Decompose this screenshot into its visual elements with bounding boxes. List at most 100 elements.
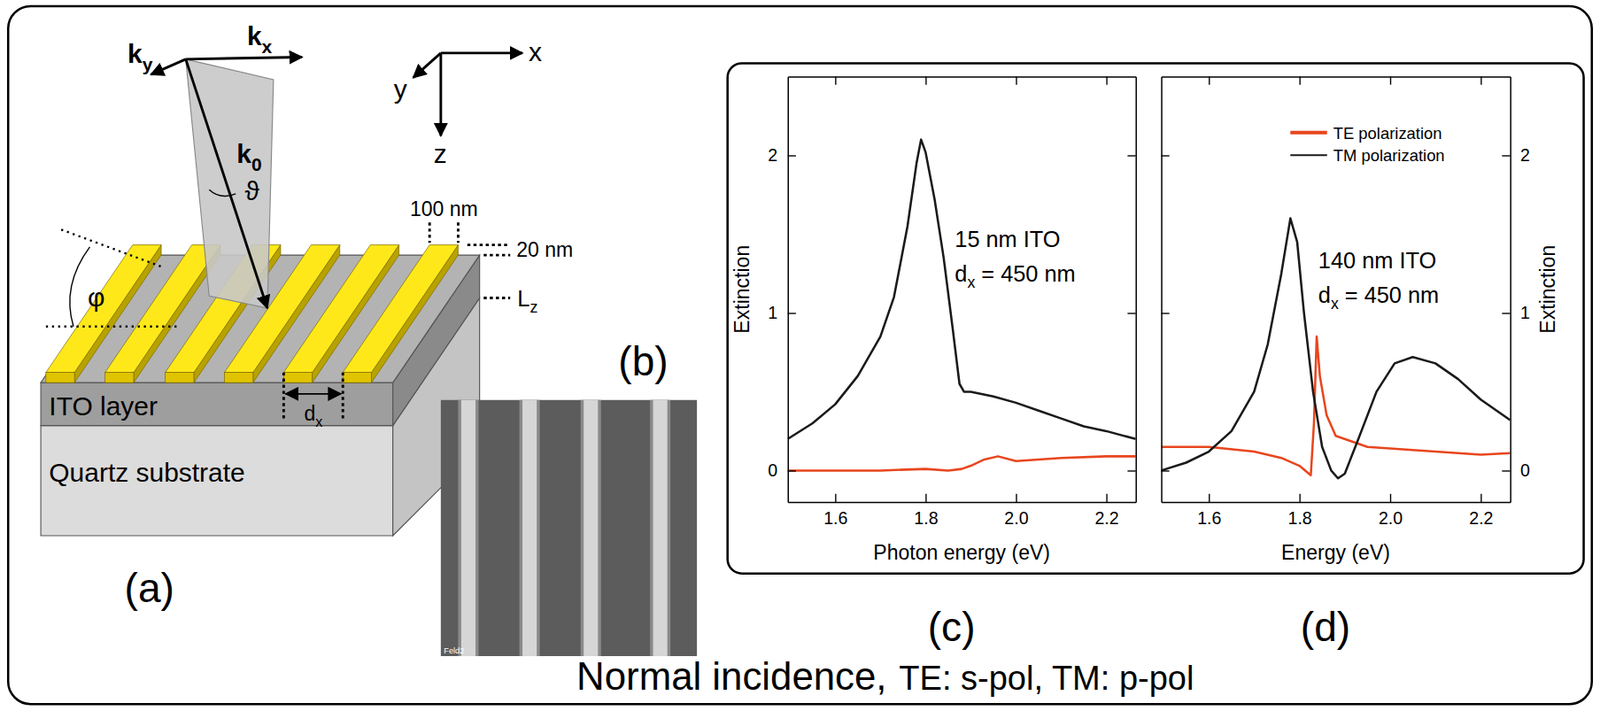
tick-label: 1.8 bbox=[1288, 508, 1313, 528]
text-part: = 450 nm bbox=[974, 261, 1075, 286]
annotation: 140 nm ITO bbox=[1318, 247, 1437, 273]
tick bbox=[1480, 76, 1482, 85]
period-arrow bbox=[285, 393, 341, 395]
outer-frame bbox=[7, 6, 1593, 704]
panel-label: (c) bbox=[927, 603, 976, 650]
x-axis-title: Photon energy (eV) bbox=[873, 541, 1051, 565]
chart-panel: 1.61.82.02.2012 Photon energy (eV) Extinct… bbox=[730, 76, 1137, 564]
tick-mark bbox=[1390, 76, 1392, 85]
tick: 2.2 bbox=[1468, 494, 1493, 529]
x-axis-title: Energy (eV) bbox=[1281, 541, 1391, 565]
phi-label: φ bbox=[87, 282, 105, 312]
chart-frame bbox=[727, 62, 1585, 573]
text-part: d bbox=[954, 261, 967, 286]
ky-label: ky bbox=[127, 38, 154, 75]
axis-name: z bbox=[433, 139, 448, 169]
text-part: d bbox=[303, 401, 316, 426]
tick-mark bbox=[1160, 312, 1169, 314]
stripe-front bbox=[105, 372, 134, 384]
sem-stripe-edge bbox=[457, 400, 479, 657]
ito-front bbox=[40, 382, 394, 426]
text-part: 15 nm ITO bbox=[954, 226, 1060, 252]
tick-mark bbox=[1127, 154, 1136, 156]
tick-mark bbox=[1105, 494, 1107, 503]
legend-swatch bbox=[1290, 131, 1327, 135]
subscript: 0 bbox=[251, 154, 263, 175]
tick-mark bbox=[788, 470, 797, 472]
dimension-guide bbox=[456, 222, 460, 243]
dimension-guide bbox=[467, 243, 511, 247]
stripe-front bbox=[342, 372, 372, 384]
tick-mark bbox=[1160, 470, 1169, 472]
tick: 1.8 bbox=[1288, 494, 1313, 529]
tick-mark bbox=[788, 312, 797, 314]
text-part: 140 nm ITO bbox=[1318, 247, 1437, 273]
phi-guide bbox=[61, 229, 163, 268]
plot-area bbox=[788, 139, 1137, 472]
theta-arc bbox=[208, 189, 236, 196]
y-axis-title: Extinction bbox=[730, 245, 754, 334]
x-axis-arrow bbox=[440, 51, 523, 55]
tick-mark bbox=[1501, 154, 1510, 156]
axis-line bbox=[787, 77, 789, 503]
tick-mark bbox=[925, 76, 927, 85]
tick-mark bbox=[1105, 76, 1107, 85]
y-axis-left: 012 bbox=[767, 77, 797, 503]
tick-label: 2.0 bbox=[1004, 508, 1029, 528]
tick-mark bbox=[788, 154, 797, 156]
tick: 2 bbox=[1501, 145, 1531, 165]
series-line bbox=[788, 456, 1137, 471]
subscript: y bbox=[142, 54, 154, 75]
x-axis-top bbox=[1161, 76, 1511, 85]
dimension-guide bbox=[483, 254, 511, 257]
x-axis: 1.61.82.02.2 bbox=[1161, 494, 1511, 529]
panel-label: (a) bbox=[124, 564, 175, 611]
tick: 2.0 bbox=[1004, 494, 1029, 529]
dimension-guide bbox=[282, 372, 286, 419]
tick bbox=[1127, 154, 1136, 156]
sem-image bbox=[440, 400, 697, 657]
series-line bbox=[1160, 218, 1510, 480]
subscript: z bbox=[529, 298, 538, 317]
tick-label: 2 bbox=[767, 145, 778, 165]
tick bbox=[1015, 76, 1017, 85]
tick bbox=[1127, 470, 1136, 472]
text-part: = 450 nm bbox=[1338, 282, 1439, 308]
stripe-front bbox=[224, 372, 254, 384]
text-part: k bbox=[247, 21, 263, 51]
sem-stripe-edge bbox=[580, 400, 602, 657]
phi-arc bbox=[69, 247, 91, 327]
stripe-top bbox=[342, 245, 458, 373]
sem-stripe-edge bbox=[649, 400, 671, 657]
tick-mark bbox=[1208, 494, 1210, 503]
tick-label: 1 bbox=[1520, 302, 1531, 323]
axis-name: x bbox=[528, 37, 542, 67]
k0-label: k0 bbox=[236, 139, 262, 175]
tick: 1 bbox=[1501, 302, 1531, 323]
layer-label: Quartz substrate bbox=[48, 457, 245, 487]
axis-name: y bbox=[394, 74, 408, 104]
axis-line bbox=[1160, 77, 1162, 503]
dimension-guide bbox=[341, 372, 345, 419]
axis-line bbox=[1161, 502, 1511, 503]
tick-mark bbox=[1480, 76, 1482, 85]
tick bbox=[1390, 76, 1392, 85]
sem-stripe bbox=[461, 400, 476, 657]
caption: Normal incidence, bbox=[576, 654, 887, 698]
dimension-label: dx bbox=[303, 401, 323, 430]
tick bbox=[1160, 470, 1169, 472]
micrograph: Feld2(b) bbox=[440, 338, 697, 657]
tick-mark bbox=[1298, 76, 1300, 85]
phi-guide bbox=[46, 325, 179, 328]
axis-line bbox=[1509, 77, 1511, 503]
tick-label: 1.6 bbox=[823, 508, 848, 528]
x-axis: 1.61.82.02.2 bbox=[788, 494, 1137, 529]
tick-mark bbox=[1390, 494, 1392, 503]
sem-stripe bbox=[522, 400, 537, 657]
dimension-label: 100 nm bbox=[409, 197, 479, 221]
tick-mark bbox=[1501, 312, 1510, 314]
tick bbox=[834, 76, 836, 85]
subscript: x bbox=[1330, 294, 1339, 313]
tick-mark bbox=[1298, 494, 1300, 503]
series-line bbox=[788, 139, 1137, 440]
